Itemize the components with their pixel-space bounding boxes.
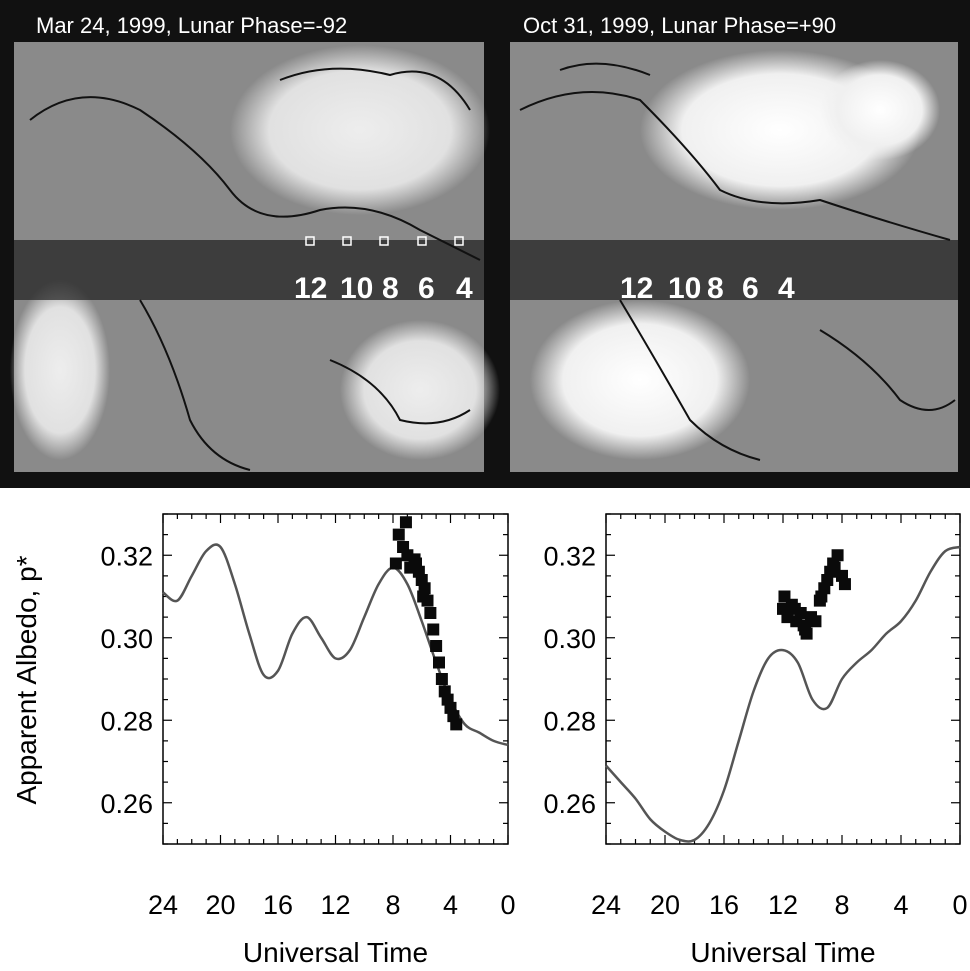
y-tick-label: 0.30 xyxy=(100,624,153,654)
x-tick-label: 8 xyxy=(385,890,400,920)
observed-point xyxy=(827,557,840,570)
x-tick-label: 16 xyxy=(709,890,739,920)
observed-point xyxy=(410,557,422,570)
y-tick-label: 0.28 xyxy=(543,706,596,736)
y-tick-label: 0.28 xyxy=(100,706,153,736)
map-title: Oct 31, 1999, Lunar Phase=+90 xyxy=(523,13,836,38)
y-axis-title: Apparent Albedo, p* xyxy=(11,555,42,804)
hour-label: 8 xyxy=(707,272,724,305)
x-tick-label: 20 xyxy=(650,890,680,920)
observed-point xyxy=(430,640,443,652)
observed-point xyxy=(799,623,812,636)
y-tick-label: 0.26 xyxy=(543,789,596,819)
map-left-coastlines xyxy=(29,67,481,471)
x-tick-label: 8 xyxy=(834,890,849,920)
map-left-markers xyxy=(305,236,464,246)
observed-point xyxy=(450,718,463,731)
x-axis-title: Universal Time xyxy=(690,937,875,968)
observed-point xyxy=(417,590,430,603)
x-tick-label: 0 xyxy=(500,890,515,920)
observed-point xyxy=(435,673,448,685)
observed-point xyxy=(389,557,402,570)
observed-point xyxy=(838,578,851,591)
x-tick-label: 24 xyxy=(591,890,621,920)
observed-point xyxy=(433,656,445,669)
x-tick-label: 12 xyxy=(320,890,350,920)
observed-point xyxy=(424,607,437,619)
map-right-coastlines xyxy=(519,62,956,461)
hour-label: 8 xyxy=(382,272,399,305)
x-tick-label: 4 xyxy=(893,890,908,920)
hour-label: 4 xyxy=(778,272,795,305)
x-tick-label: 0 xyxy=(952,890,967,920)
x-tick-label: 4 xyxy=(443,890,458,920)
y-tick-label: 0.32 xyxy=(100,541,153,571)
x-tick-label: 16 xyxy=(263,890,293,920)
hour-label: 12 xyxy=(620,272,653,305)
hour-label: 10 xyxy=(340,272,373,305)
map-left-clouds xyxy=(10,45,500,460)
x-tick-label: 20 xyxy=(205,890,235,920)
plot-frame xyxy=(605,513,961,845)
observed-point xyxy=(815,590,828,603)
plot-frame xyxy=(162,513,509,845)
x-tick-label: 24 xyxy=(148,890,178,920)
x-tick-label: 12 xyxy=(768,890,798,920)
map-right-clouds xyxy=(530,50,940,460)
albedo-chart-right: 24 20 16 12 8 4 0 0.26 0.28 0.30 0.32 Universal Tim… xyxy=(543,513,968,968)
observed-point xyxy=(778,590,791,603)
observed-point xyxy=(392,528,405,541)
y-tick-label: 0.30 xyxy=(543,624,596,654)
observed-point xyxy=(427,623,440,636)
hour-label: 6 xyxy=(742,272,759,305)
hour-label: 6 xyxy=(418,272,435,305)
observed-point xyxy=(809,615,822,628)
map-panel-left: 12 10 8 6 4 Mar 24, 1999, Lunar Phase=-9… xyxy=(10,13,500,472)
y-tick-label: 0.26 xyxy=(100,789,153,819)
hour-label: 12 xyxy=(294,272,327,305)
observed-point xyxy=(399,516,412,529)
hour-label: 4 xyxy=(456,272,473,305)
x-axis-title: Universal Time xyxy=(243,937,428,968)
hour-label: 10 xyxy=(668,272,701,305)
observed-point xyxy=(788,602,801,615)
map-title: Mar 24, 1999, Lunar Phase=-92 xyxy=(36,13,347,38)
albedo-chart-left: 24 20 16 12 8 4 0 0.26 0.28 0.30 0.32 Universal Tim… xyxy=(100,513,516,968)
model-albedo-line xyxy=(605,545,961,843)
map-panel-right: 12 10 8 6 4 Oct 31, 1999, Lunar Phase=+9… xyxy=(510,13,958,472)
y-tick-label: 0.32 xyxy=(543,541,596,571)
